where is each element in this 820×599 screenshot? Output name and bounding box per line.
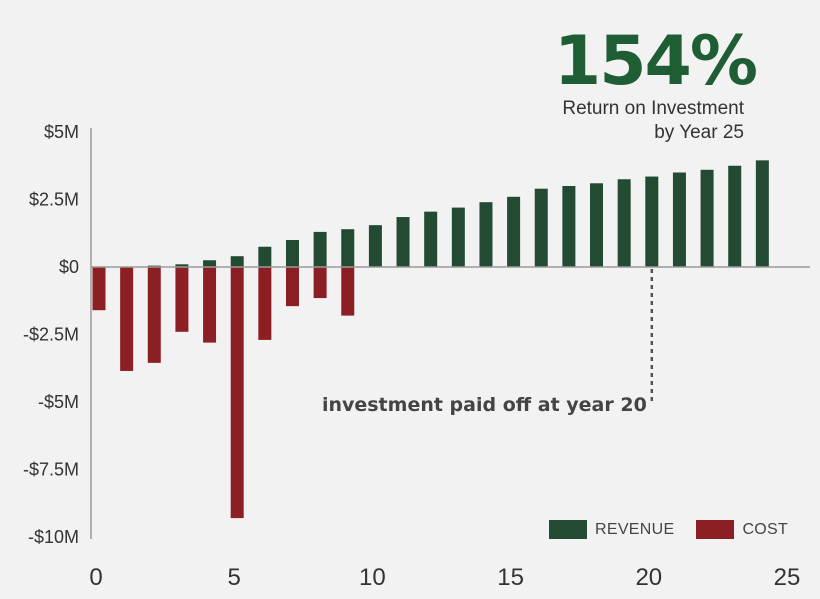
cost-bar — [203, 267, 217, 343]
x-tick-label: 5 — [228, 564, 241, 591]
roi-value: 154% — [553, 22, 758, 101]
revenue-bar — [479, 202, 493, 267]
x-tick-label: 10 — [359, 564, 386, 591]
y-tick-label: $5M — [44, 122, 79, 142]
cost-bar — [120, 267, 134, 371]
chart-legend: REVENUE COST — [549, 520, 810, 539]
revenue-bar — [534, 188, 548, 267]
x-tick-label: 15 — [497, 564, 524, 591]
x-tick-label: 0 — [89, 564, 102, 591]
cost-bar — [258, 267, 272, 340]
legend-label-revenue: REVENUE — [595, 520, 675, 538]
roi-caption: Return on Investment by Year 25 — [562, 97, 744, 145]
revenue-bar — [755, 160, 769, 267]
cost-bar — [175, 267, 189, 332]
legend-label-cost: COST — [742, 520, 789, 538]
legend-item-cost: COST — [696, 520, 788, 539]
legend-swatch-cost — [696, 520, 735, 539]
revenue-bar — [590, 183, 604, 267]
cost-bar — [92, 267, 106, 311]
y-tick-label: -$2.5M — [23, 325, 79, 345]
cost-bar — [285, 267, 299, 307]
revenue-bar — [562, 186, 576, 267]
cost-bar — [341, 267, 355, 316]
payoff-annotation: investment paid off at year 20 — [322, 394, 647, 416]
revenue-bar — [396, 217, 410, 267]
x-tick-label: 20 — [635, 564, 662, 591]
legend-swatch-revenue — [549, 520, 587, 539]
revenue-bar — [285, 240, 299, 267]
revenue-bar — [424, 211, 438, 267]
cost-bar — [230, 267, 244, 519]
revenue-bar — [451, 207, 465, 267]
revenue-bar — [645, 176, 659, 267]
roi-caption-line-2: by Year 25 — [654, 122, 744, 143]
legend-item-revenue: REVENUE — [549, 520, 674, 539]
revenue-bar — [672, 172, 686, 267]
revenue-bar — [728, 165, 742, 267]
revenue-bar — [230, 256, 244, 267]
revenue-bar — [313, 231, 327, 267]
cost-bar — [147, 267, 161, 363]
roi-caption-line-1: Return on Investment — [562, 98, 744, 119]
revenue-bar — [203, 260, 217, 267]
revenue-bar — [258, 246, 272, 267]
y-tick-label: $2.5M — [29, 190, 79, 210]
revenue-bar — [341, 229, 355, 267]
revenue-bar — [617, 179, 631, 267]
y-tick-label: $0 — [59, 257, 79, 277]
revenue-bar — [368, 225, 382, 267]
revenue-bar — [700, 169, 714, 267]
revenue-bar — [507, 196, 521, 267]
cost-bar — [313, 267, 327, 299]
y-tick-label: -$7.5M — [23, 460, 79, 480]
x-tick-label: 25 — [774, 564, 801, 591]
y-tick-label: -$5M — [38, 392, 79, 412]
y-tick-label: -$10M — [28, 527, 79, 547]
revenue-bar — [175, 264, 189, 267]
